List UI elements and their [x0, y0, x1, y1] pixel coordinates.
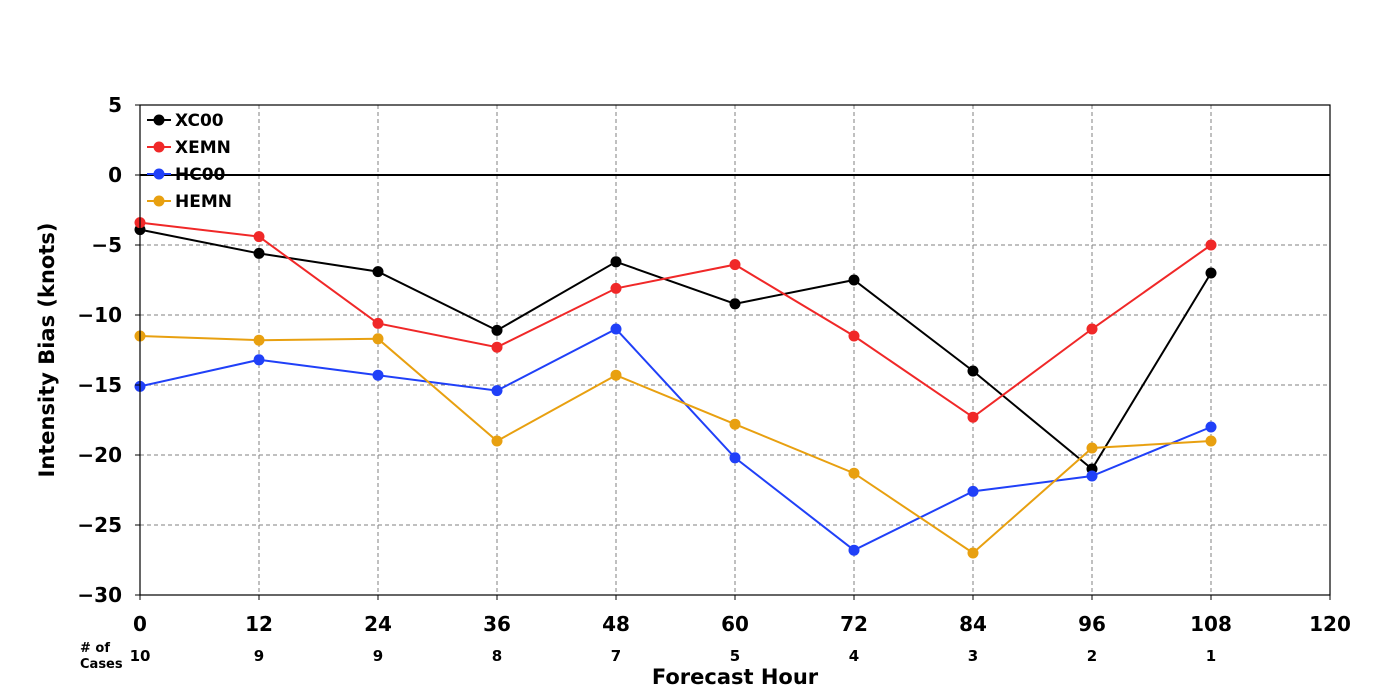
y-tick-label: −25: [77, 513, 122, 537]
data-point: [729, 418, 741, 430]
y-tick-label: −5: [91, 233, 122, 257]
case-count: 5: [730, 647, 740, 665]
data-point: [967, 547, 979, 559]
data-point: [253, 354, 265, 366]
x-tick-label: 72: [840, 612, 868, 636]
series-line: [139, 335, 1212, 555]
legend-label: HEMN: [175, 192, 232, 212]
data-point: [967, 411, 979, 423]
data-point: [610, 256, 622, 268]
case-count: 7: [611, 647, 621, 665]
x-tick-label: 48: [602, 612, 630, 636]
data-point: [729, 452, 741, 464]
case-count: 9: [254, 647, 264, 665]
y-axis-ticks: 5 0 −5 −10 −15 −20 −25 −30: [77, 93, 140, 607]
x-tick-label: 36: [483, 612, 511, 636]
data-point: [1086, 323, 1098, 335]
data-point: [1086, 470, 1098, 482]
cases-title-line1: # of: [80, 641, 110, 656]
data-point: [848, 330, 860, 342]
series-xemn: [134, 217, 1217, 423]
x-tick-label: 96: [1078, 612, 1106, 636]
cases-title-line2: Cases: [80, 657, 123, 672]
y-tick-label: −30: [77, 583, 122, 607]
legend-item-hemn: HEMN: [147, 192, 232, 212]
data-point: [372, 369, 384, 381]
series-hemn: [134, 330, 1217, 559]
data-point: [967, 485, 979, 497]
y-tick-label: 5: [108, 93, 122, 117]
data-point: [372, 317, 384, 329]
legend-label: XEMN: [175, 138, 231, 158]
legend-item-xemn: XEMN: [147, 138, 231, 158]
data-point: [1205, 239, 1217, 251]
case-count: 10: [130, 647, 151, 665]
series-hc00: [134, 323, 1217, 556]
data-point: [848, 274, 860, 286]
case-count: 1: [1206, 647, 1216, 665]
data-point: [1205, 267, 1217, 279]
data-point: [610, 369, 622, 381]
grid: [140, 105, 1330, 595]
data-point: [372, 333, 384, 345]
legend-item-hc00: HC00: [147, 165, 226, 185]
data-point: [491, 341, 503, 353]
data-point: [610, 282, 622, 294]
data-point: [1205, 435, 1217, 447]
case-count: 9: [373, 647, 383, 665]
data-point: [967, 365, 979, 377]
x-tick-label: 108: [1190, 612, 1232, 636]
data-point: [253, 247, 265, 259]
series-line: [139, 221, 1212, 419]
x-axis-ticks: 0 12 24 36 48 60 72 84 96 108 120: [133, 595, 1351, 636]
x-tick-label: 0: [133, 612, 147, 636]
legend-marker: [153, 195, 165, 207]
data-point: [491, 435, 503, 447]
y-tick-label: −15: [77, 373, 122, 397]
series-line: [139, 327, 1212, 552]
data-point: [1205, 421, 1217, 433]
case-counts: # of Cases 10 9 9 8 7 5 4 3 2 1: [80, 641, 1216, 672]
y-tick-label: −20: [77, 443, 122, 467]
data-point: [729, 259, 741, 271]
x-tick-label: 60: [721, 612, 749, 636]
data-point: [848, 467, 860, 479]
y-tick-label: 0: [108, 163, 122, 187]
x-tick-label: 120: [1309, 612, 1351, 636]
case-count: 2: [1087, 647, 1097, 665]
series-line: [139, 228, 1212, 471]
case-count: 4: [849, 647, 859, 665]
data-point: [729, 298, 741, 310]
y-tick-label: −10: [77, 303, 122, 327]
x-tick-label: 12: [245, 612, 273, 636]
data-point: [372, 266, 384, 278]
case-count: 8: [492, 647, 502, 665]
series-lines: [134, 217, 1217, 559]
legend-item-xc00: XC00: [147, 111, 224, 131]
legend-marker: [153, 114, 165, 126]
data-point: [253, 334, 265, 346]
data-point: [610, 323, 622, 335]
legend-label: XC00: [175, 111, 224, 131]
series-xc00: [134, 224, 1217, 475]
data-point: [491, 385, 503, 397]
x-tick-label: 24: [364, 612, 392, 636]
legend-marker: [153, 141, 165, 153]
data-point: [848, 544, 860, 556]
case-count: 3: [968, 647, 978, 665]
y-axis-label: Intensity Bias (knots): [35, 223, 59, 478]
x-tick-label: 84: [959, 612, 987, 636]
legend-marker: [153, 168, 165, 180]
data-point: [491, 324, 503, 336]
legend: XC00 XEMN HC00 HEMN: [147, 111, 232, 212]
x-axis-label: Forecast Hour: [652, 665, 819, 689]
data-point: [1086, 442, 1098, 454]
legend-label: HC00: [175, 165, 226, 185]
data-point: [253, 231, 265, 243]
